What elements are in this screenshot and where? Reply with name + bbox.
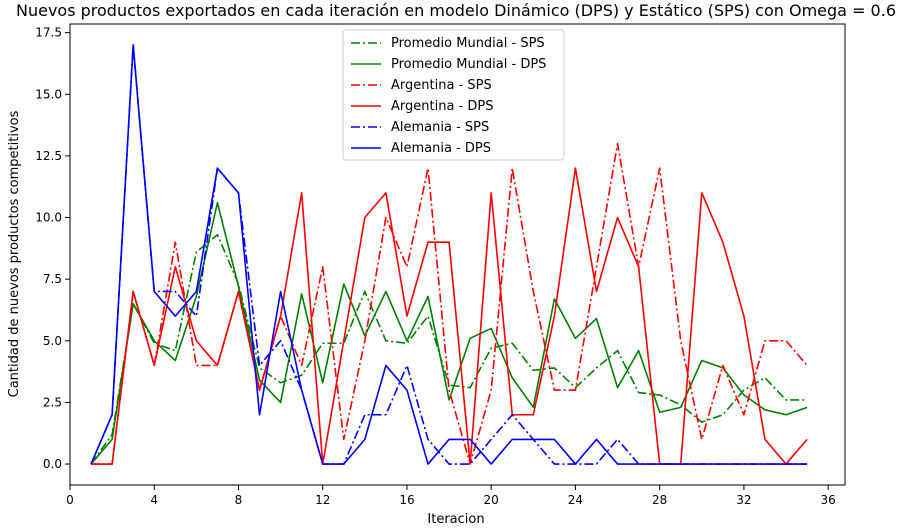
- legend-label: Argentina - SPS: [391, 78, 492, 93]
- y-tick-label: 5.0: [43, 334, 62, 348]
- plot-frame: [69, 23, 846, 486]
- x-tick-label: 16: [399, 493, 414, 507]
- legend-label: Alemania - DPS: [391, 141, 491, 156]
- series-line-6: [90, 44, 808, 465]
- legend-item: Argentina - DPS: [351, 99, 493, 114]
- legend-label: Argentina - DPS: [391, 99, 493, 114]
- y-tick-label: 10.0: [35, 211, 62, 225]
- series-layer: [90, 44, 808, 465]
- y-axis-label: Cantidad de nuevos productos competitivo…: [7, 110, 22, 397]
- x-axis-label: Iteracion: [427, 512, 484, 527]
- x-tick-label: 28: [652, 493, 667, 507]
- legend-item: Alemania - DPS: [351, 141, 491, 156]
- x-tick-label: 8: [235, 493, 243, 507]
- legend: Promedio Mundial - SPS Promedio Mundial -…: [342, 29, 565, 161]
- y-axis-ticks: 0.0 2.5 5.0 7.5 10.0 12.5 15.0 17.5: [35, 26, 70, 471]
- legend-label: Promedio Mundial - DPS: [391, 57, 546, 72]
- legend-item: Promedio Mundial - DPS: [351, 57, 546, 72]
- chart-title: Nuevos productos exportados en cada iter…: [16, 1, 896, 20]
- y-tick-label: 7.5: [43, 272, 62, 286]
- series-line-4: [91, 167, 808, 465]
- x-axis-ticks: 0 4 8 12 16 20 24 28 32 36: [66, 485, 836, 507]
- x-tick-label: 4: [150, 493, 158, 507]
- x-tick-label: 24: [568, 493, 583, 507]
- series-line-1: [90, 233, 808, 465]
- y-tick-label: 2.5: [43, 395, 62, 409]
- series-line-2: [90, 201, 808, 465]
- x-tick-label: 32: [736, 493, 751, 507]
- legend-label: Promedio Mundial - SPS: [391, 36, 545, 51]
- legend-item: Alemania - SPS: [351, 120, 489, 135]
- x-tick-label: 0: [66, 493, 74, 507]
- y-tick-label: 0.0: [43, 457, 62, 471]
- legend-item: Promedio Mundial - SPS: [351, 36, 545, 51]
- y-tick-label: 17.5: [35, 26, 62, 40]
- x-tick-label: 12: [315, 493, 330, 507]
- legend-item: Argentina - SPS: [351, 78, 492, 93]
- series-line-3: [91, 142, 808, 465]
- legend-label: Alemania - SPS: [391, 120, 489, 135]
- x-tick-label: 36: [821, 493, 836, 507]
- y-tick-label: 12.5: [35, 149, 62, 163]
- y-tick-label: 15.0: [35, 87, 62, 101]
- legend-box: [342, 29, 565, 161]
- x-tick-label: 20: [484, 493, 499, 507]
